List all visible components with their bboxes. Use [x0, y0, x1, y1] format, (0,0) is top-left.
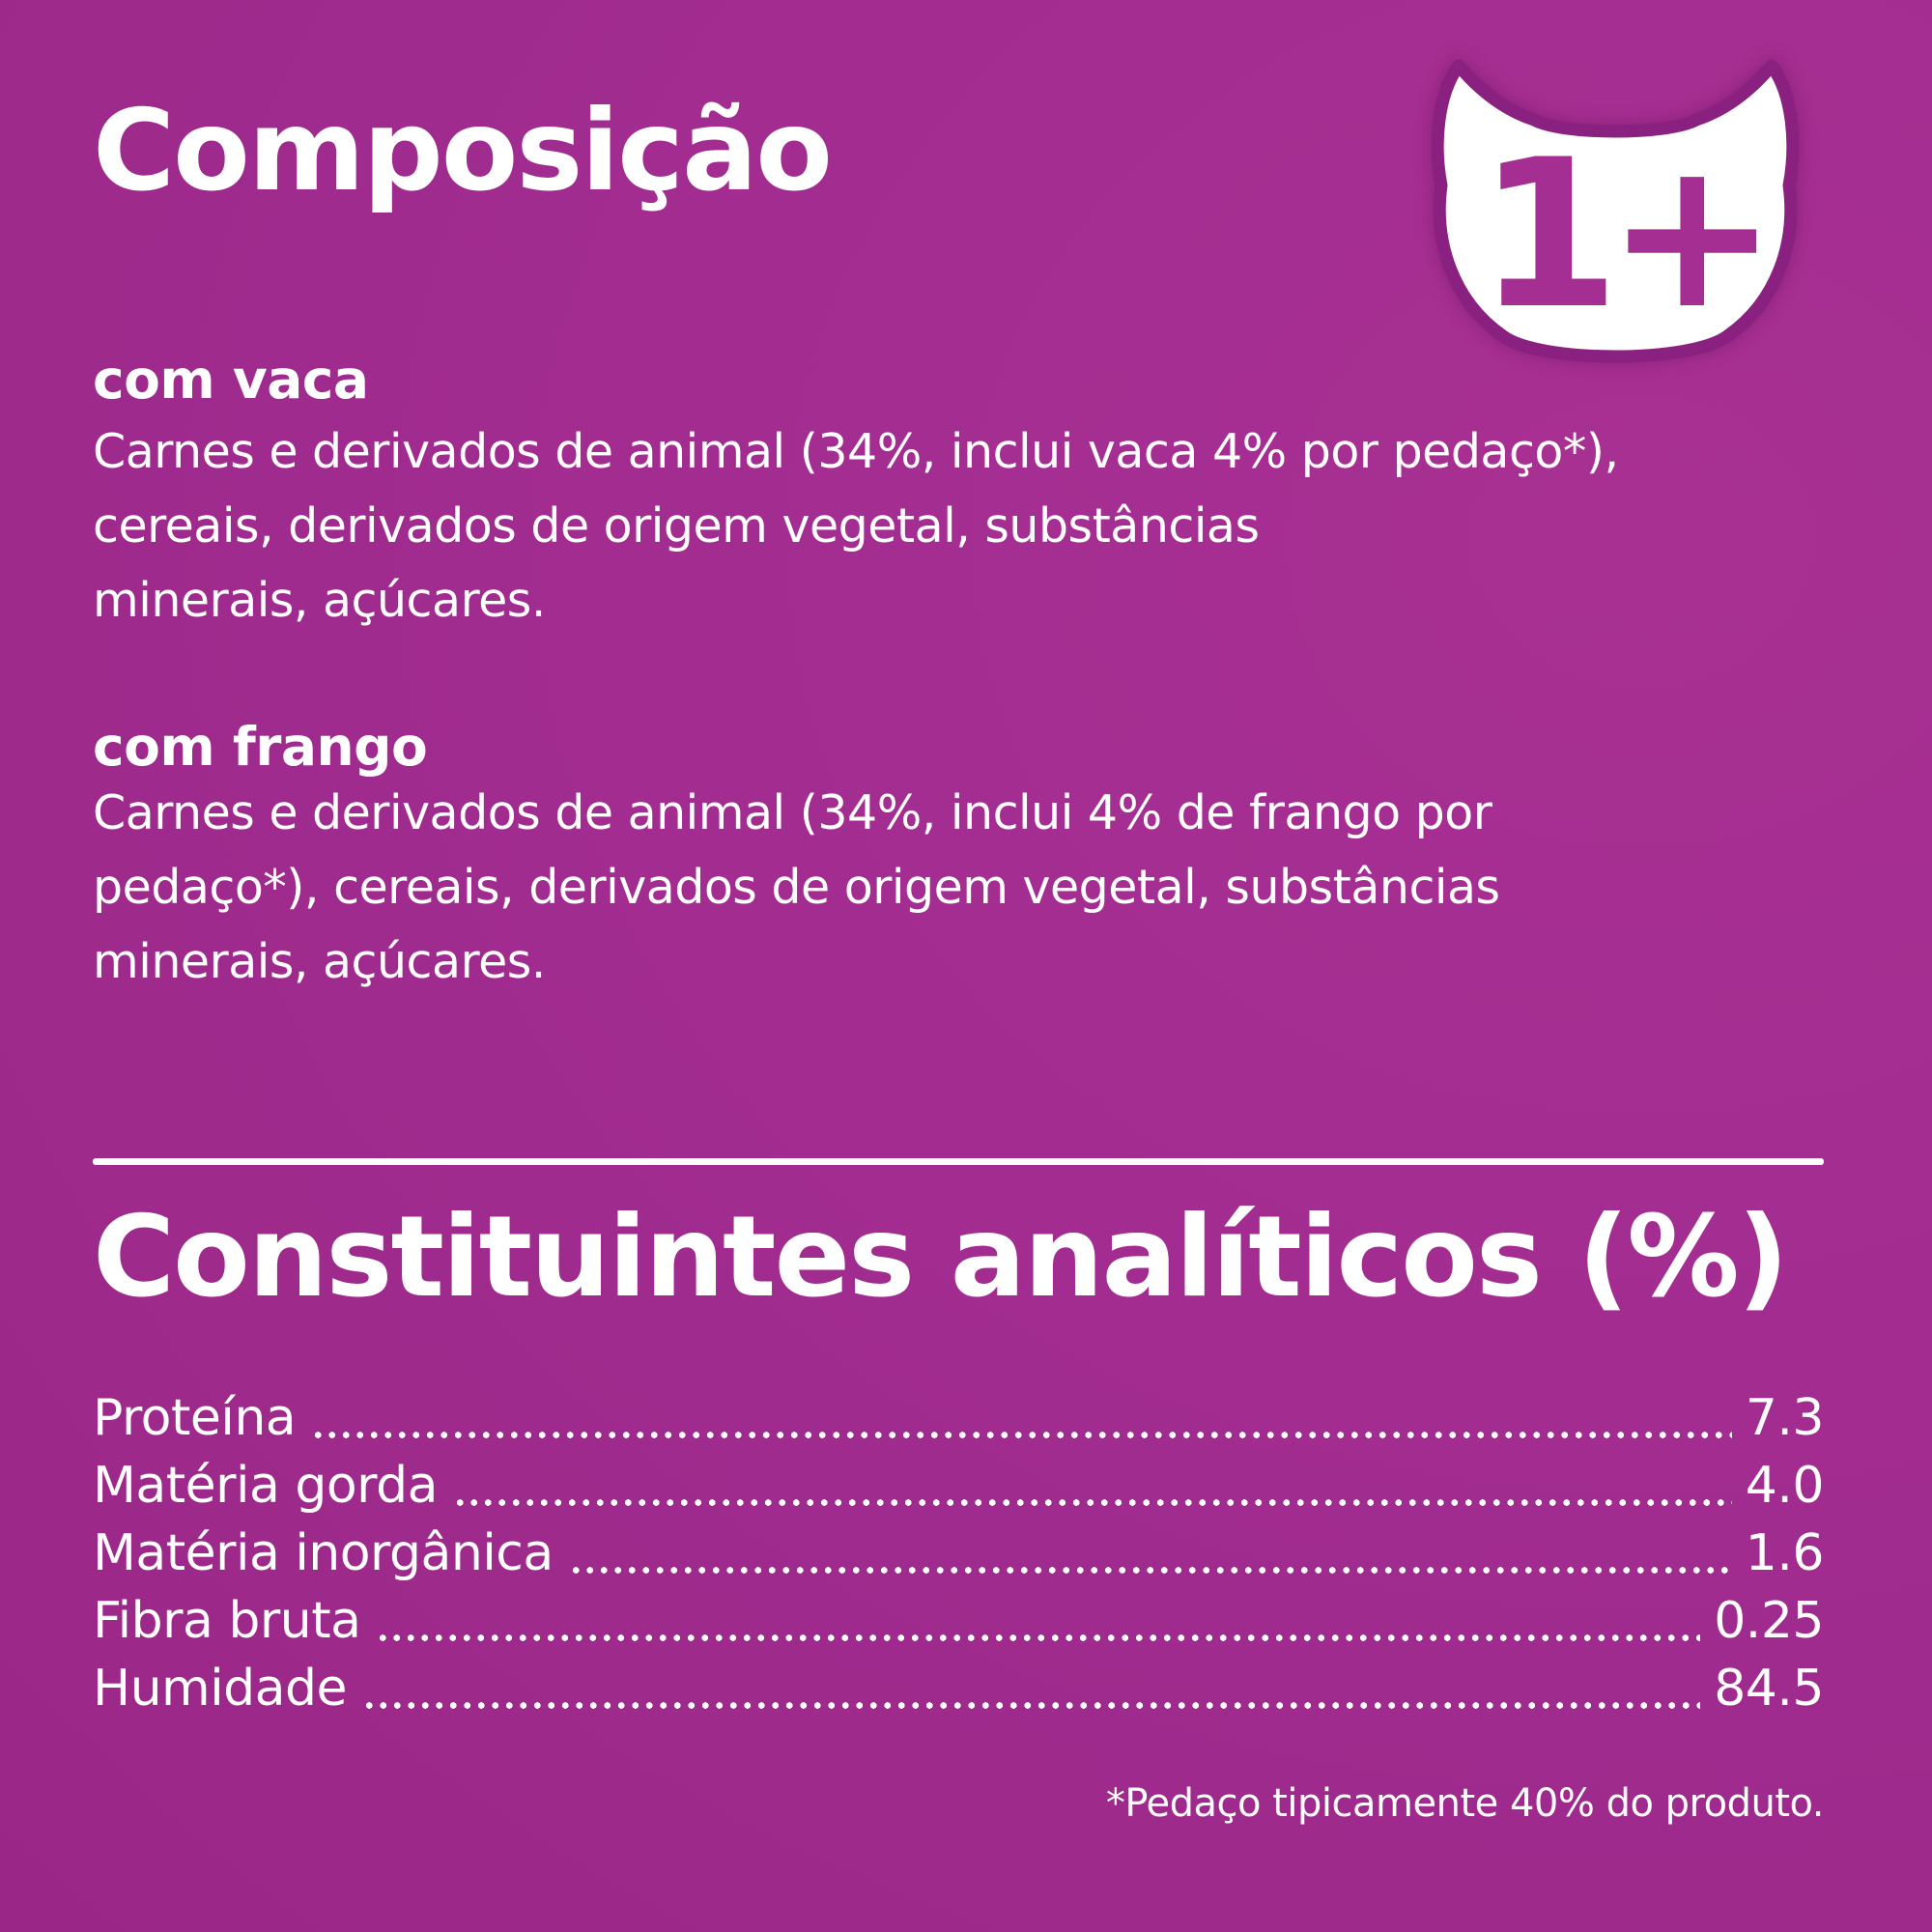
- constituent-value: 0.25: [1714, 1592, 1824, 1650]
- cat-head-icon: [1432, 59, 1799, 363]
- subheading-com-vaca: com vaca: [93, 349, 369, 411]
- constituent-label: Matéria inorgânica: [93, 1524, 554, 1582]
- dotted-leader: [453, 1498, 1732, 1507]
- dotted-leader: [311, 1431, 1732, 1439]
- constituent-label: Fibra bruta: [93, 1592, 361, 1650]
- ingredients-chicken-line-1: Carnes e derivados de animal (34%, inclu…: [93, 785, 1492, 840]
- constituent-label: Proteína: [93, 1389, 297, 1447]
- badge-age-text: 1+: [1477, 115, 1764, 354]
- constituent-row-moisture: Humidade 84.5: [93, 1655, 1824, 1722]
- constituent-value: 7.3: [1745, 1389, 1825, 1447]
- ingredients-beef-line-1: Carnes e derivados de animal (34%, inclu…: [93, 424, 1619, 479]
- constituent-label: Matéria gorda: [93, 1457, 439, 1515]
- dotted-leader: [362, 1701, 1701, 1710]
- chunk-footnote: *Pedaço tipicamente 40% do produto.: [1105, 1781, 1825, 1826]
- constituent-row-fat: Matéria gorda 4.0: [93, 1452, 1825, 1520]
- constituent-row-protein: Proteína 7.3: [93, 1384, 1825, 1452]
- constituent-value: 1.6: [1745, 1524, 1825, 1582]
- section-divider: [93, 1158, 1824, 1165]
- constituent-row-fibre: Fibra bruta 0.25: [93, 1587, 1824, 1655]
- constituent-value: 84.5: [1714, 1660, 1824, 1718]
- dotted-leader: [568, 1566, 1732, 1575]
- analytical-constituents-table: Proteína 7.3 Matéria gorda 4.0 Matéria i…: [93, 1384, 1825, 1722]
- ingredients-beef-line-2: cereais, derivados de origem vegetal, su…: [93, 498, 1260, 554]
- ingredients-chicken-line-3: minerais, açúcares.: [93, 934, 546, 989]
- composition-title: Composição: [93, 86, 833, 216]
- ingredients-chicken-line-2: pedaço*), cereais, derivados de origem v…: [93, 860, 1500, 915]
- constituent-row-inorganic: Matéria inorgânica 1.6: [93, 1520, 1825, 1587]
- ingredients-beef: Carnes e derivados de animal (34%, inclu…: [93, 414, 1619, 638]
- analytical-constituents-title: Constituintes analíticos (%): [93, 1192, 1789, 1322]
- dotted-leader: [376, 1634, 1701, 1642]
- ingredients-beef-line-3: minerais, açúcares.: [93, 573, 546, 628]
- subheading-com-frango: com frango: [93, 716, 428, 778]
- ingredients-chicken: Carnes e derivados de animal (34%, inclu…: [93, 776, 1500, 999]
- constituent-value: 4.0: [1745, 1457, 1825, 1515]
- constituent-label: Humidade: [93, 1660, 348, 1718]
- cat-age-badge: 1+: [1432, 59, 1799, 363]
